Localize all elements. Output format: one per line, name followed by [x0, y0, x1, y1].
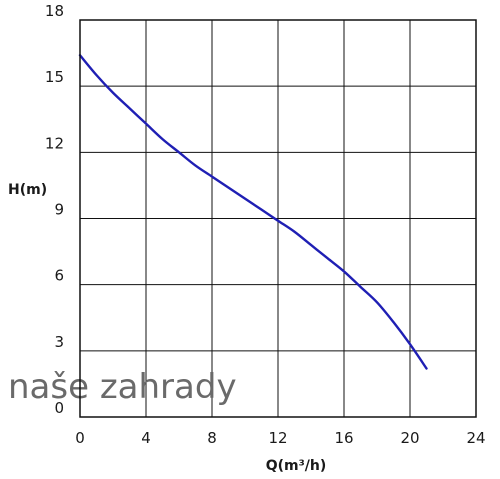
- x-tick-label-1: 4: [141, 429, 151, 447]
- watermark: naše zahrady: [8, 367, 237, 407]
- plot-frame: [79, 19, 477, 418]
- x-tick-label-4: 16: [334, 429, 353, 447]
- series-line-0: [78, 54, 428, 370]
- x-tick-label-6: 24: [466, 429, 485, 447]
- x-tick-label-2: 8: [207, 429, 217, 447]
- y-tick-label-3: 9: [54, 201, 64, 219]
- y-tick-label-1: 3: [54, 333, 64, 351]
- y-tick-label-2: 6: [54, 267, 64, 285]
- series-group: [78, 54, 428, 370]
- y-axis-label: H(m): [8, 182, 47, 198]
- x-tick-label-5: 20: [400, 429, 419, 447]
- y-tick-label-5: 15: [45, 68, 64, 86]
- y-tick-labels: 0 3 6 9 12 15 18: [45, 2, 64, 417]
- x-tick-label-0: 0: [75, 429, 85, 447]
- x-tick-label-3: 12: [268, 429, 287, 447]
- y-tick-label-4: 12: [45, 134, 64, 152]
- y-tick-label-0: 0: [54, 399, 64, 417]
- x-tick-labels: 0 4 8 12 16 20 24: [75, 429, 485, 447]
- y-tick-label-6: 18: [45, 2, 64, 20]
- x-axis-label: Q(m³/h): [266, 458, 327, 474]
